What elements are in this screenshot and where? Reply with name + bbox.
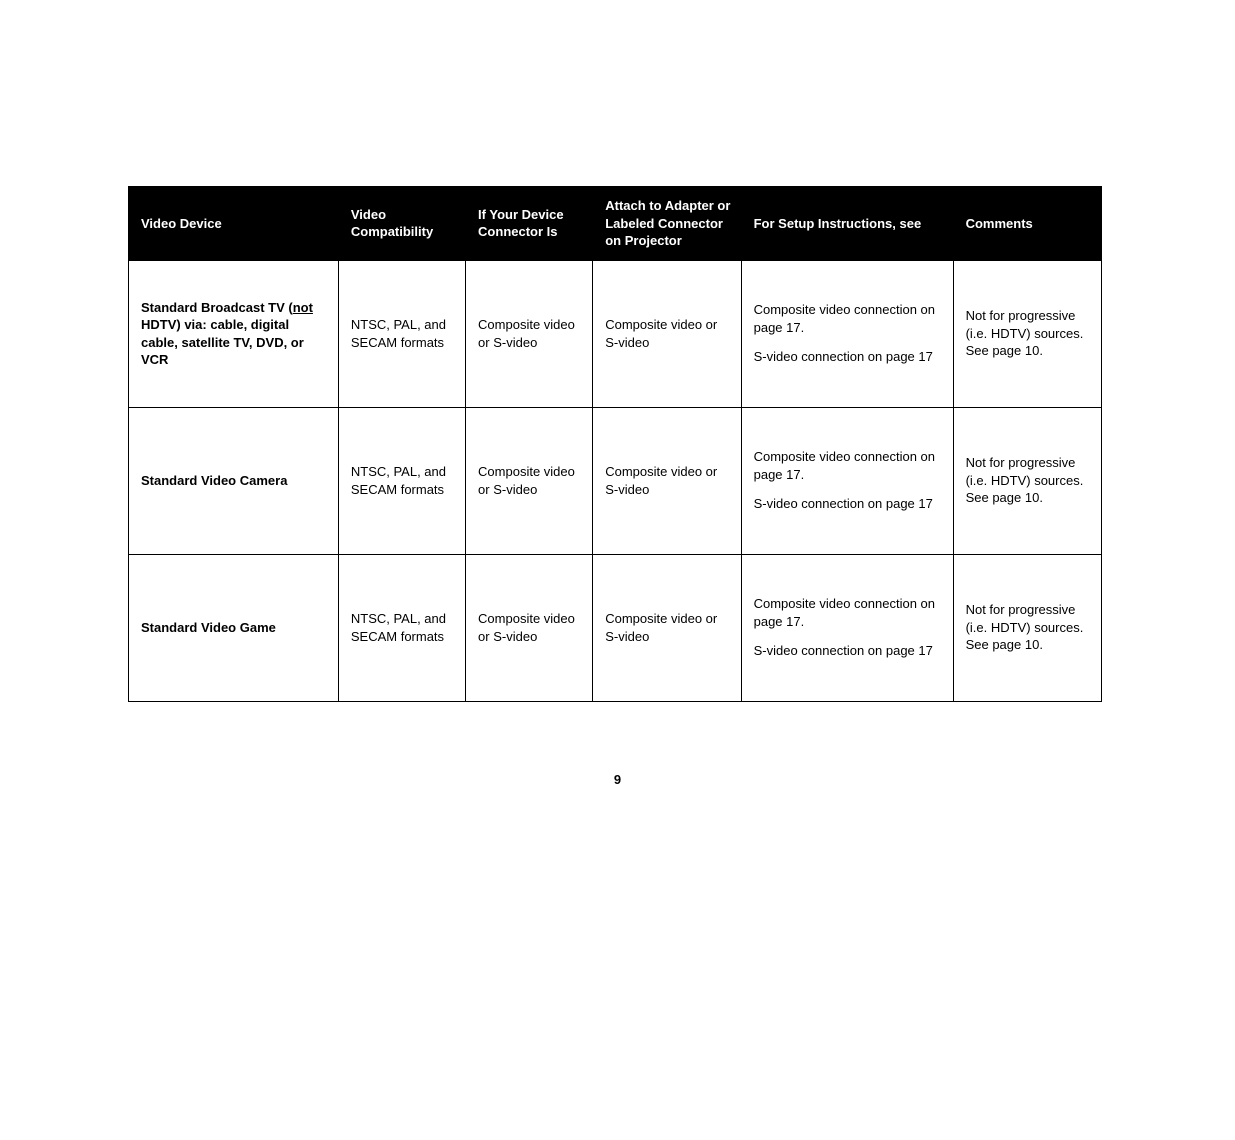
table-row: Standard Broadcast TV (not HDTV) via: ca… — [129, 260, 1102, 407]
cell-device: Standard Video Game — [129, 554, 339, 701]
cell-setup: Composite video connection on page 17. S… — [741, 407, 953, 554]
header-device: Video Device — [129, 187, 339, 261]
header-setup: For Setup Instructions, see — [741, 187, 953, 261]
cell-device: Standard Broadcast TV (not HDTV) via: ca… — [129, 260, 339, 407]
device-underlined: not — [293, 300, 313, 315]
cell-compat: NTSC, PAL, and SECAM formats — [338, 407, 465, 554]
setup-line1: Composite video connection on page 17. — [754, 595, 943, 630]
cell-comments: Not for progressive (i.e. HDTV) sources.… — [953, 554, 1101, 701]
cell-attach: Composite video or S-video — [593, 260, 741, 407]
setup-line2: S-video connection on page 17 — [754, 348, 943, 366]
header-attach: Attach to Adapter or Labeled Connector o… — [593, 187, 741, 261]
device-suffix: HDTV) via: cable, digital cable, satelli… — [141, 317, 304, 367]
header-compat: Video Compatibility — [338, 187, 465, 261]
compatibility-table: Video Device Video Compatibility If Your… — [128, 186, 1102, 702]
cell-ifconn: Composite video or S-video — [466, 260, 593, 407]
cell-comments: Not for progressive (i.e. HDTV) sources.… — [953, 407, 1101, 554]
setup-line1: Composite video connection on page 17. — [754, 448, 943, 483]
cell-ifconn: Composite video or S-video — [466, 407, 593, 554]
cell-comments: Not for progressive (i.e. HDTV) sources.… — [953, 260, 1101, 407]
cell-ifconn: Composite video or S-video — [466, 554, 593, 701]
page-number: 9 — [0, 772, 1235, 787]
cell-compat: NTSC, PAL, and SECAM formats — [338, 260, 465, 407]
cell-compat: NTSC, PAL, and SECAM formats — [338, 554, 465, 701]
header-comments: Comments — [953, 187, 1101, 261]
table-row: Standard Video Camera NTSC, PAL, and SEC… — [129, 407, 1102, 554]
cell-attach: Composite video or S-video — [593, 554, 741, 701]
table-row: Standard Video Game NTSC, PAL, and SECAM… — [129, 554, 1102, 701]
setup-line2: S-video connection on page 17 — [754, 495, 943, 513]
setup-line2: S-video connection on page 17 — [754, 642, 943, 660]
cell-attach: Composite video or S-video — [593, 407, 741, 554]
setup-line1: Composite video connection on page 17. — [754, 301, 943, 336]
cell-device: Standard Video Camera — [129, 407, 339, 554]
cell-setup: Composite video connection on page 17. S… — [741, 260, 953, 407]
cell-setup: Composite video connection on page 17. S… — [741, 554, 953, 701]
table-header: Video Device Video Compatibility If Your… — [129, 187, 1102, 261]
device-prefix: Standard Broadcast TV ( — [141, 300, 293, 315]
header-ifconn: If Your Device Connector Is — [466, 187, 593, 261]
